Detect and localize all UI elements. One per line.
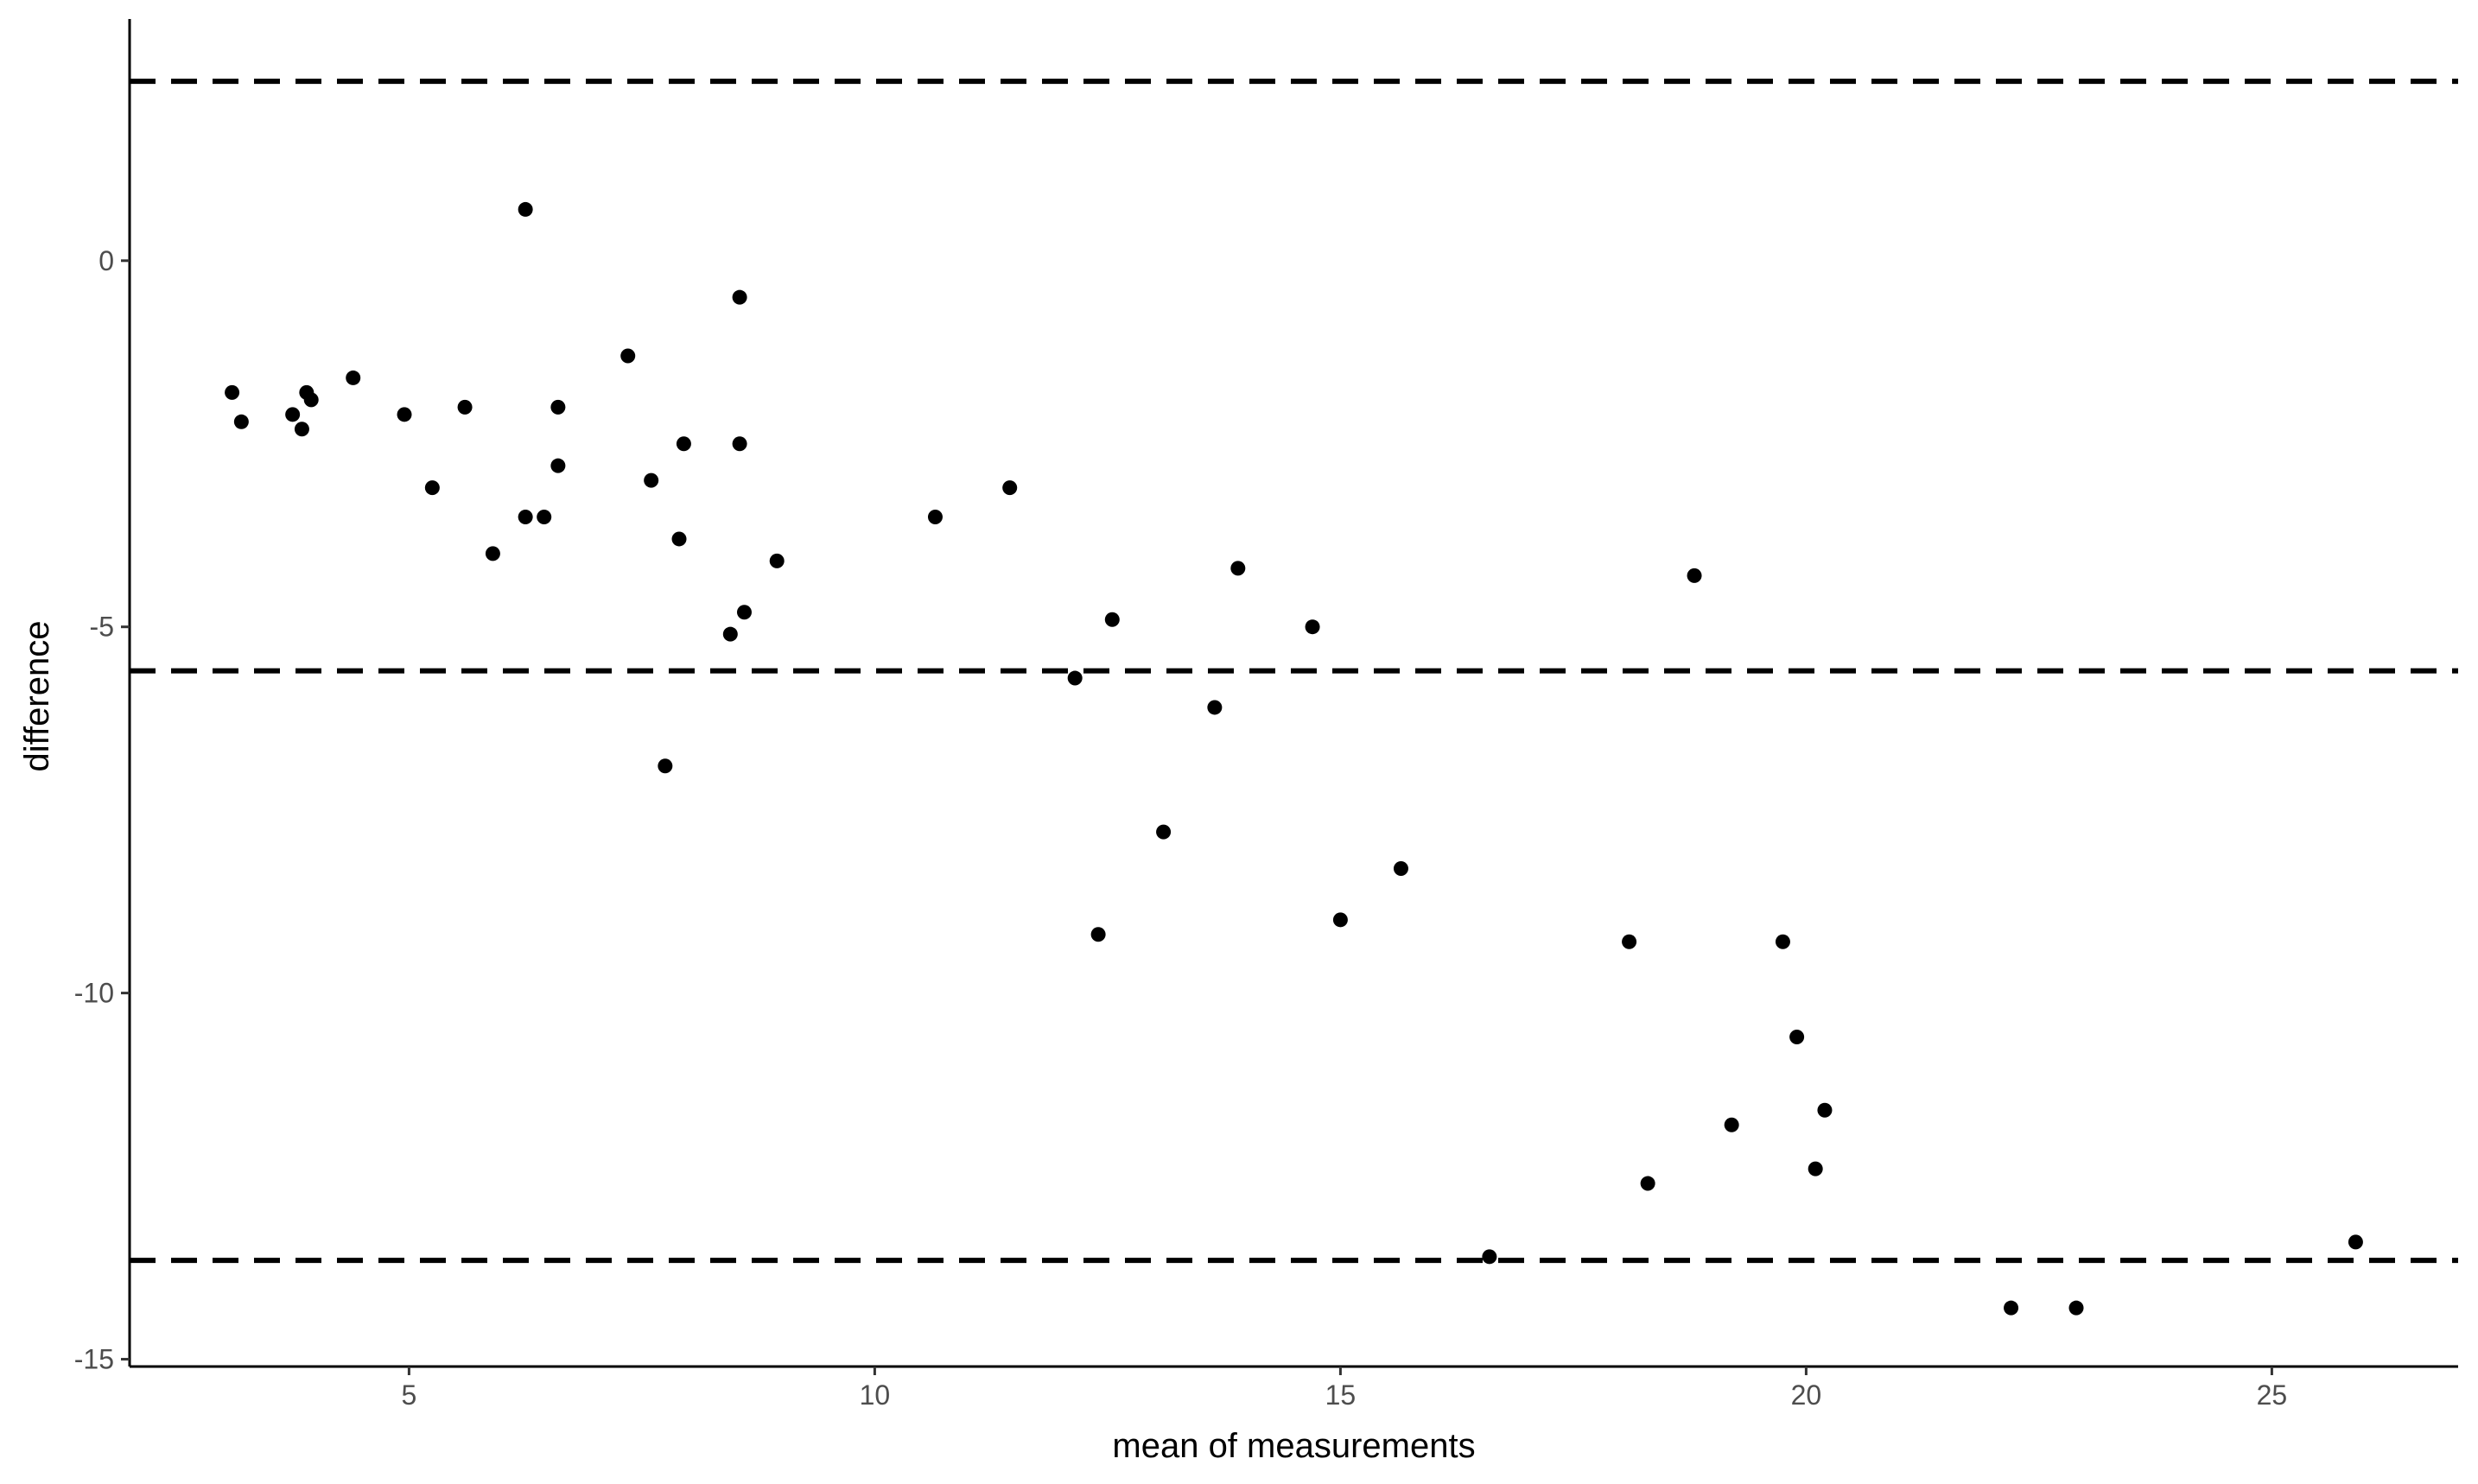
data-point	[722, 626, 738, 642]
y-tick-label: -15	[74, 1344, 114, 1375]
data-point	[285, 407, 301, 422]
data-point	[1724, 1117, 1739, 1132]
y-tick-label: -10	[74, 978, 114, 1009]
data-point	[485, 546, 500, 561]
data-point	[303, 392, 319, 408]
data-point	[644, 472, 659, 488]
data-point	[1817, 1102, 1833, 1118]
data-point	[732, 436, 747, 452]
data-point	[2068, 1300, 2084, 1316]
data-point	[1622, 934, 1637, 949]
data-points	[225, 201, 2363, 1316]
data-point	[2348, 1234, 2363, 1250]
data-point	[1207, 700, 1223, 715]
data-point	[1156, 824, 1172, 840]
data-point	[1393, 860, 1408, 876]
data-point	[1640, 1176, 1655, 1191]
data-point	[1104, 612, 1120, 627]
data-point	[550, 399, 566, 415]
data-point	[676, 436, 691, 452]
data-point	[1687, 568, 1702, 583]
data-point	[1090, 927, 1106, 942]
data-point	[927, 510, 943, 525]
x-tick-label: 15	[1325, 1379, 1357, 1411]
data-point	[1332, 912, 1348, 928]
data-point	[550, 458, 566, 473]
axes: 5 10 15 20 25 0 -5 -10 -15	[74, 19, 2458, 1411]
data-point	[518, 510, 533, 525]
data-point	[1482, 1249, 1497, 1265]
data-point	[732, 289, 747, 305]
data-point	[2004, 1300, 2019, 1316]
y-tick-label: 0	[98, 245, 114, 276]
y-axis-title: difference	[18, 621, 56, 772]
data-point	[671, 531, 687, 547]
data-point	[424, 480, 440, 496]
data-point	[1002, 480, 1018, 496]
data-point	[1775, 934, 1790, 949]
data-point	[346, 370, 361, 385]
data-point	[620, 348, 636, 364]
x-tick-label: 10	[860, 1379, 891, 1411]
x-tick-label: 5	[402, 1379, 417, 1411]
y-tick-label: -5	[90, 612, 114, 643]
x-tick-label: 25	[2257, 1379, 2288, 1411]
data-point	[457, 399, 473, 415]
data-point	[1305, 619, 1320, 635]
data-point	[294, 422, 309, 437]
data-point	[537, 510, 552, 525]
x-axis-title: mean of measurements	[1112, 1427, 1475, 1465]
reference-lines	[130, 79, 2458, 1264]
data-point	[1789, 1029, 1805, 1044]
data-point	[225, 384, 240, 400]
data-point	[769, 553, 785, 568]
data-point	[518, 201, 533, 217]
data-point	[233, 414, 249, 429]
data-point	[1230, 561, 1246, 576]
x-tick-label: 20	[1791, 1379, 1822, 1411]
data-point	[1808, 1161, 1823, 1176]
data-point	[397, 407, 412, 422]
data-point	[736, 605, 752, 620]
data-point	[1067, 670, 1083, 686]
data-point	[658, 758, 673, 774]
